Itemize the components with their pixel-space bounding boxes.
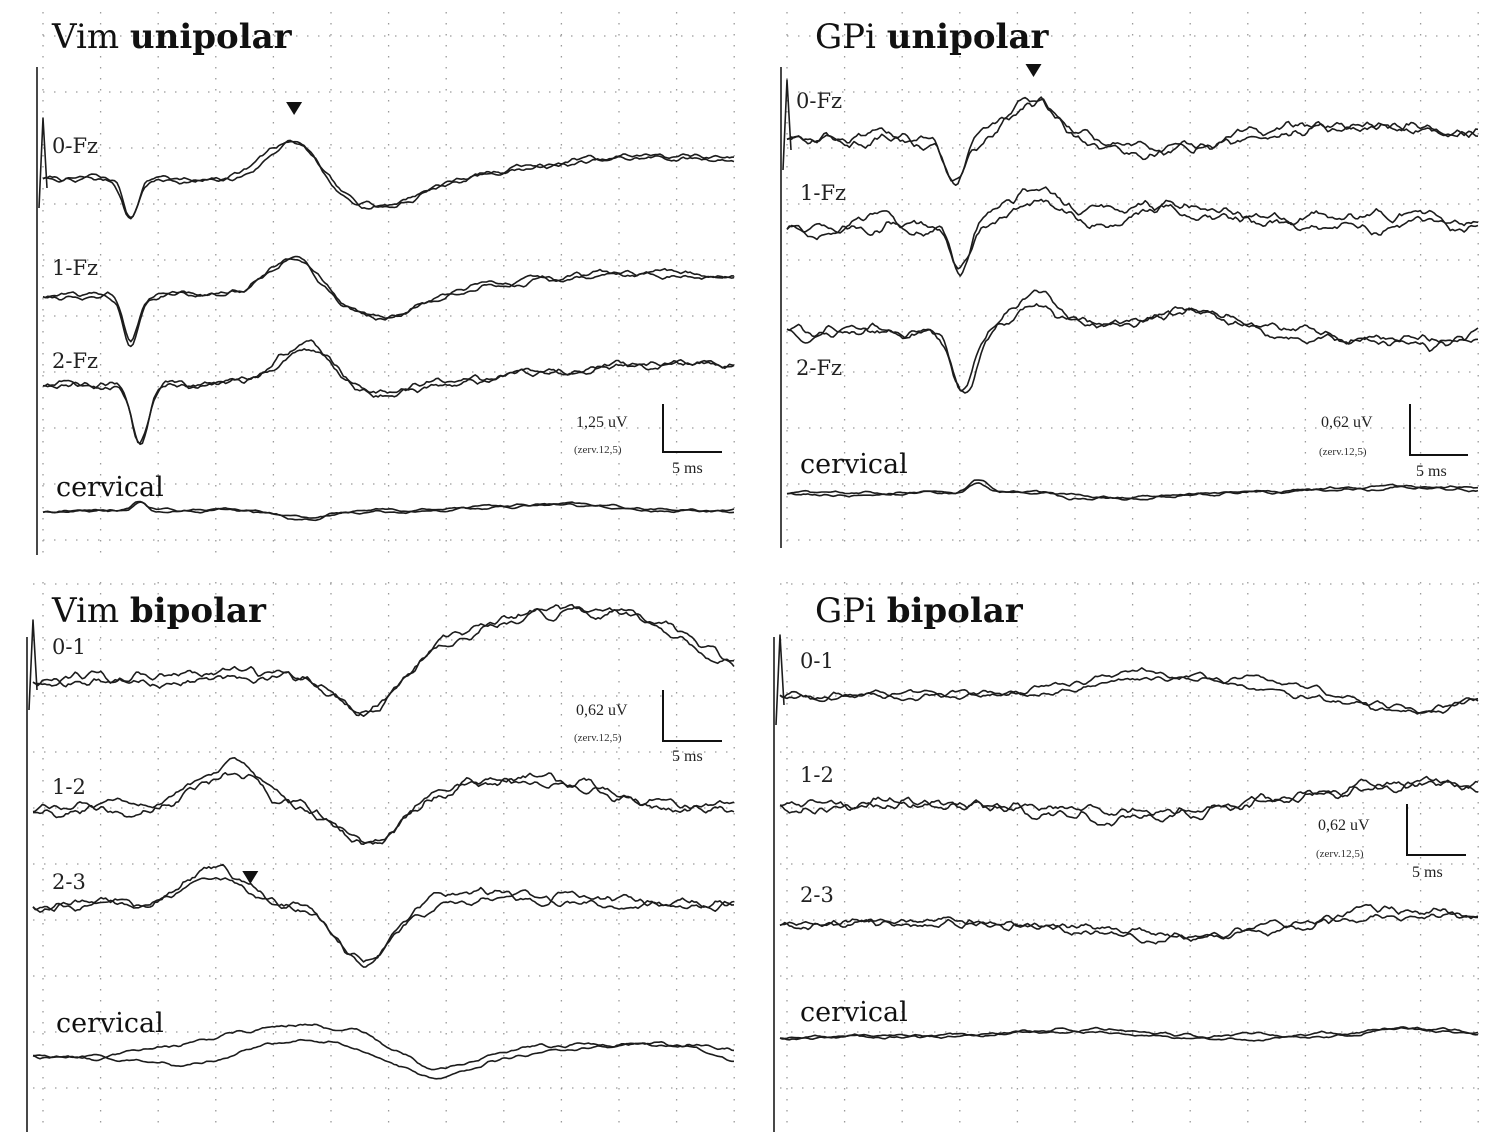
title-mode: unipolar (887, 17, 1050, 57)
trace-1-2-sweep-1 (32, 772, 735, 845)
trace-1-Fz-sweep-2 (786, 186, 1479, 277)
trace-label-1-fz: 1-Fz (52, 256, 98, 280)
panel-vim-unipolar: Vim unipolar 0-Fz 1-Fz 2-Fz cervical 1,2… (36, 12, 735, 555)
stimulus-artifact (773, 634, 785, 1132)
trace-label-2-fz: 2-Fz (796, 356, 842, 380)
trace-1-Fz-sweep-2 (42, 258, 735, 343)
scale-bar-lines (1406, 804, 1466, 856)
traces (780, 64, 1479, 548)
trace-label-cervical: cervical (56, 1008, 164, 1039)
panel-title: GPi unipolar (815, 17, 1049, 57)
trace-0-Fz-sweep-1 (786, 96, 1479, 186)
scale-amplitude: 0,62 uV (1318, 817, 1370, 834)
scale-time: 5 ms (1412, 864, 1443, 881)
stimulus-artifact (26, 619, 38, 1132)
title-mode: bipolar (887, 591, 1024, 631)
trace-label-0-fz: 0-Fz (52, 134, 98, 158)
trace-cervical-sweep-2 (779, 1026, 1479, 1042)
title-region: Vim (51, 591, 130, 631)
trace-0-1-sweep-1 (32, 606, 735, 717)
scale-time: 5 ms (1416, 463, 1447, 480)
trace-1-2-sweep-1 (779, 778, 1479, 827)
panel-title: Vim bipolar (51, 591, 267, 631)
trace-label-2-3: 2-3 (52, 870, 86, 894)
peak-marker-triangle (286, 102, 303, 115)
title-region: GPi (815, 591, 887, 631)
trace-label-0-fz: 0-Fz (796, 89, 842, 113)
peak-marker-triangle (242, 871, 259, 884)
trace-0-Fz-sweep-2 (42, 139, 735, 219)
trace-0-1-sweep-2 (779, 674, 1479, 714)
peak-marker-triangle (1025, 64, 1042, 77)
stimulus-artifact (780, 67, 792, 548)
trace-label-2-fz: 2-Fz (52, 349, 98, 373)
trace-0-1-sweep-2 (32, 603, 735, 717)
grid (42, 12, 735, 555)
trace-label-0-1: 0-1 (52, 635, 86, 659)
trace-1-2-sweep-2 (32, 757, 735, 844)
scale-bar: 0,62 uV (zerv.12,5) 5 ms (1319, 404, 1468, 480)
trace-2-Fz-sweep-1 (42, 339, 735, 444)
trace-1-Fz-sweep-1 (786, 198, 1479, 270)
trace-cervical-sweep-1 (779, 1026, 1479, 1041)
trace-2-3-sweep-2 (32, 877, 735, 968)
scale-gain: (zerv.12,5) (574, 444, 622, 456)
grid (780, 582, 1479, 1132)
scale-time: 5 ms (672, 460, 703, 477)
panel-gpi-bipolar: GPi bipolar 0-1 1-2 2-3 cervical 0,62 uV… (773, 582, 1479, 1132)
scale-bar: 1,25 uV (zerv.12,5) 5 ms (574, 404, 722, 477)
traces (26, 603, 735, 1132)
trace-label-1-fz: 1-Fz (800, 181, 846, 205)
traces (773, 634, 1479, 1132)
trace-label-1-2: 1-2 (800, 763, 834, 787)
panel-title: Vim unipolar (51, 17, 293, 57)
trace-cervical-sweep-2 (42, 501, 735, 519)
traces (36, 67, 735, 555)
trace-2-Fz-sweep-2 (42, 348, 735, 446)
panel-vim-bipolar: Vim bipolar 0-1 1-2 2-3 cervical 0,62 uV… (26, 582, 735, 1132)
title-region: Vim (51, 17, 130, 57)
scale-amplitude: 0,62 uV (576, 702, 628, 719)
scale-amplitude: 0,62 uV (1321, 414, 1373, 431)
title-mode: bipolar (130, 591, 267, 631)
scale-time: 5 ms (672, 748, 703, 765)
trace-cervical-sweep-1 (32, 1023, 735, 1071)
trace-cervical-sweep-2 (786, 482, 1479, 501)
trace-1-2-sweep-2 (779, 775, 1479, 816)
trace-label-1-2: 1-2 (52, 775, 86, 799)
trace-2-Fz-sweep-2 (786, 303, 1479, 394)
title-mode: unipolar (130, 17, 293, 57)
trace-label-0-1: 0-1 (800, 649, 834, 673)
scale-gain: (zerv.12,5) (574, 732, 622, 744)
stimulus-artifact (36, 67, 48, 555)
trace-2-3-sweep-1 (779, 903, 1478, 942)
scale-bar-lines (662, 690, 722, 742)
trace-label-2-3: 2-3 (800, 883, 834, 907)
scale-gain: (zerv.12,5) (1316, 848, 1364, 860)
scale-bar-lines (662, 404, 722, 453)
scale-gain: (zerv.12,5) (1319, 446, 1367, 458)
trace-0-Fz-sweep-2 (786, 96, 1479, 182)
panel-gpi-unipolar: GPi unipolar 0-Fz 1-Fz 2-Fz cervical 0,6… (780, 12, 1479, 548)
title-region: GPi (815, 17, 887, 57)
trace-cervical-sweep-1 (42, 500, 735, 522)
trace-cervical-sweep-2 (33, 1038, 734, 1080)
trace-2-3-sweep-2 (779, 911, 1479, 945)
grid (33, 582, 735, 1132)
scale-bar: 0,62 uV (zerv.12,5) 5 ms (574, 690, 722, 765)
panel-title: GPi bipolar (815, 591, 1024, 631)
scale-bar-lines (1409, 404, 1468, 456)
scale-bar: 0,62 uV (zerv.12,5) 5 ms (1316, 804, 1466, 881)
trace-label-cervical: cervical (800, 997, 908, 1028)
trace-label-cervical: cervical (800, 449, 908, 480)
scale-amplitude: 1,25 uV (576, 414, 628, 431)
trace-label-cervical: cervical (56, 472, 164, 503)
